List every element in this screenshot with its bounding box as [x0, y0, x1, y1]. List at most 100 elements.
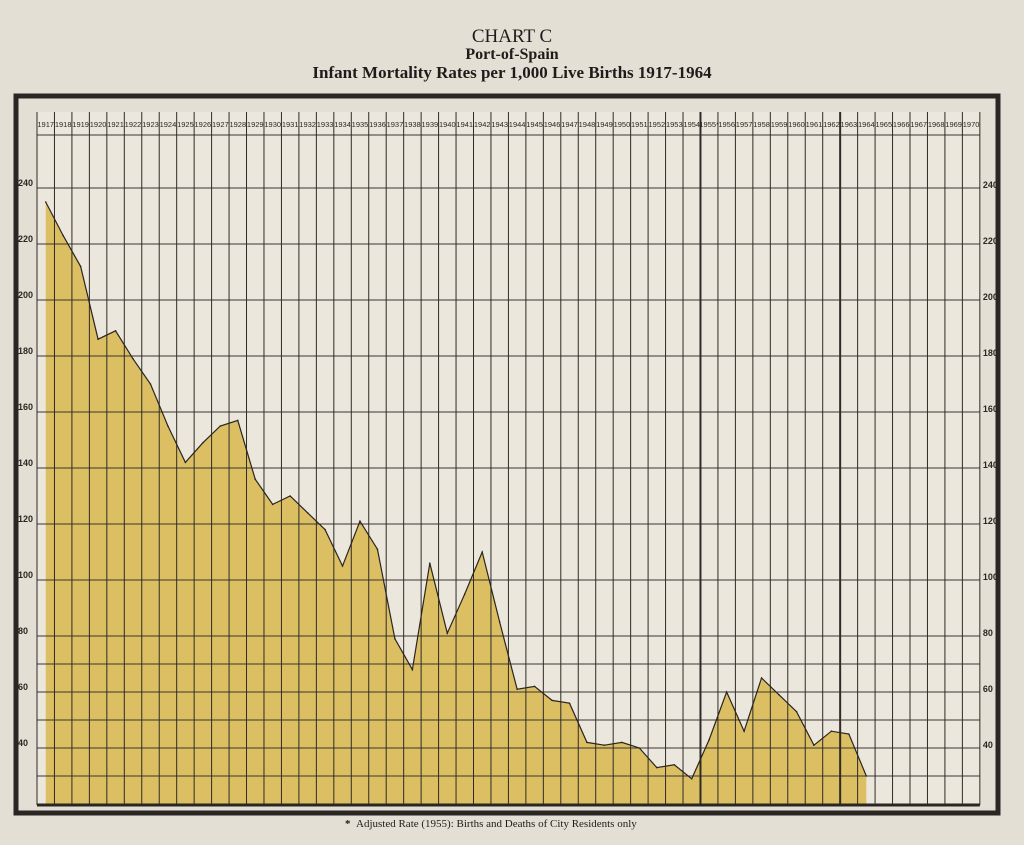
x-tick-label: 1963: [841, 120, 858, 129]
data-point: [97, 338, 99, 341]
data-point: [463, 593, 466, 595]
x-tick-label: 1964: [858, 120, 875, 129]
data-point: [743, 730, 745, 732]
y-tick-label-right: 180: [983, 348, 998, 358]
data-point: [271, 503, 274, 506]
x-tick-label: 1942: [474, 120, 491, 129]
x-tick-label: 1921: [107, 120, 124, 129]
x-tick-label: 1936: [369, 120, 386, 129]
x-tick-label: 1925: [177, 120, 194, 129]
data-point: [656, 766, 658, 769]
x-tick-label: 1968: [928, 120, 945, 129]
data-point: [673, 764, 676, 766]
y-tick-label-right: 40: [983, 740, 993, 750]
data-point: [725, 691, 728, 693]
x-tick-label: 1970: [963, 120, 980, 129]
x-tick-label: 1943: [491, 120, 508, 129]
data-point: [621, 741, 623, 744]
data-point: [481, 551, 484, 553]
data-point: [132, 358, 134, 360]
data-point: [551, 699, 553, 702]
data-point: [202, 442, 204, 444]
data-point: [79, 265, 82, 268]
x-tick-label: 1949: [596, 120, 613, 129]
y-tick-label-right: 60: [983, 684, 993, 694]
data-point: [708, 738, 710, 741]
x-tick-label: 1917: [37, 120, 54, 129]
x-tick-label: 1922: [125, 120, 142, 129]
x-tick-label: 1939: [422, 120, 439, 129]
chart-title: CHART C: [471, 26, 553, 47]
y-tick-label-left: 160: [18, 402, 33, 412]
x-tick-label: 1953: [666, 120, 683, 129]
x-tick-label: 1927: [212, 120, 229, 129]
data-point: [848, 733, 850, 735]
x-tick-label: 1933: [317, 120, 334, 129]
data-line: [45, 201, 867, 780]
data-point: [394, 638, 396, 640]
x-tick-label: 1960: [788, 120, 805, 129]
data-point: [114, 330, 117, 332]
x-tick-label: 1946: [544, 120, 561, 129]
x-tick-label: 1924: [160, 120, 177, 129]
x-tick-label: 1957: [736, 120, 753, 129]
x-tick-label: 1935: [352, 120, 369, 129]
data-point: [254, 478, 257, 481]
data-point: [516, 688, 518, 690]
x-tick-label: 1965: [875, 120, 892, 129]
data-point: [376, 548, 379, 550]
x-tick-label: 1951: [631, 120, 648, 129]
y-tick-label-left: 40: [18, 738, 28, 748]
data-point: [760, 677, 763, 679]
x-tick-label: 1931: [282, 120, 299, 129]
x-tick-label: 1940: [439, 120, 456, 129]
x-tick-label: 1962: [823, 120, 840, 129]
x-tick-label: 1966: [893, 120, 910, 129]
chart-heading: Infant Mortality Rates per 1,000 Live Bi…: [312, 63, 712, 82]
data-point: [498, 621, 501, 623]
data-point: [62, 234, 64, 237]
data-point: [603, 744, 606, 746]
data-point: [149, 383, 152, 385]
y-tick-label-left: 100: [18, 570, 33, 580]
data-point: [411, 668, 414, 671]
x-tick-label: 1955*: [699, 120, 719, 129]
data-point: [830, 730, 833, 732]
data-point: [236, 419, 239, 422]
x-tick-label: 1952: [648, 120, 665, 129]
data-point: [219, 425, 222, 427]
data-point: [813, 744, 815, 746]
data-point: [533, 685, 536, 688]
x-tick-label: 1919: [72, 120, 89, 129]
y-tick-label-right: 120: [983, 516, 998, 526]
x-tick-label: 1928: [229, 120, 246, 129]
data-point: [446, 632, 449, 634]
data-point: [429, 562, 431, 564]
x-tick-label: 1934: [334, 120, 351, 129]
x-tick-label: 1945: [526, 120, 543, 129]
x-tick-label: 1938: [404, 120, 421, 129]
x-tick-label: 1961: [806, 120, 823, 129]
data-point: [184, 461, 187, 464]
y-tick-label-left: 200: [18, 290, 33, 300]
y-tick-label-right: 100: [983, 572, 998, 582]
x-tick-label: 1948: [579, 120, 596, 129]
data-point: [690, 778, 693, 780]
data-point: [167, 425, 169, 427]
data-point: [289, 495, 291, 497]
data-point: [778, 694, 780, 696]
x-tick-label: 1944: [509, 120, 526, 129]
y-tick-label-left: 80: [18, 626, 28, 636]
y-tick-label-left: 220: [18, 234, 33, 244]
y-tick-label-right: 200: [983, 292, 998, 302]
y-tick-label-left: 240: [18, 178, 33, 188]
data-point: [638, 747, 641, 749]
x-tick-label: 1930: [264, 120, 281, 129]
x-tick-label: 1967: [910, 120, 927, 129]
x-tick-label: 1958: [753, 120, 770, 129]
x-tick-label: 1941: [456, 120, 473, 129]
y-tick-label-right: 240: [983, 180, 998, 190]
x-tick-label: 1947: [561, 120, 578, 129]
x-tick-label: 1918: [55, 120, 72, 129]
